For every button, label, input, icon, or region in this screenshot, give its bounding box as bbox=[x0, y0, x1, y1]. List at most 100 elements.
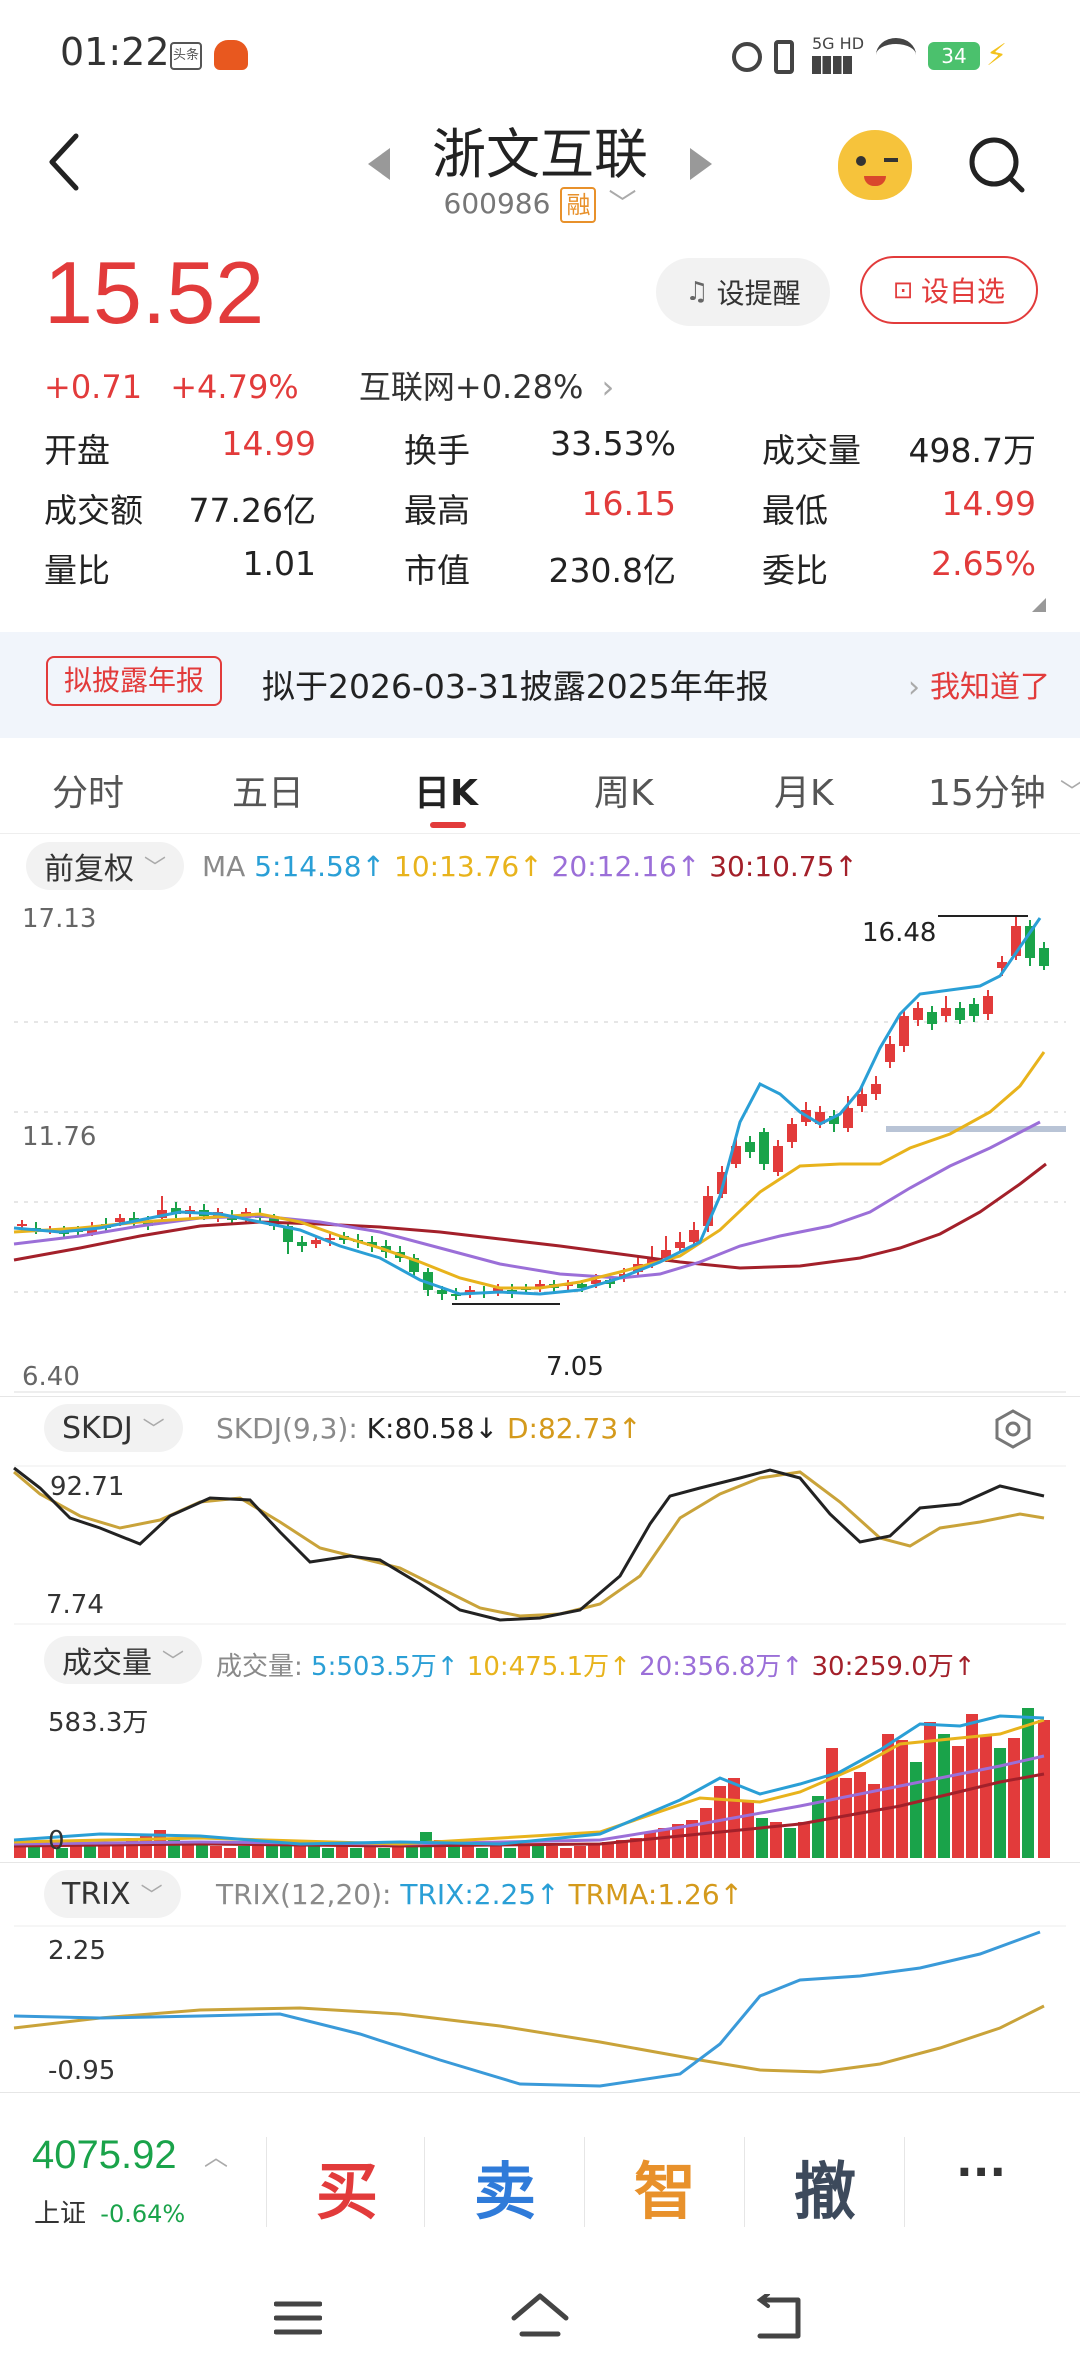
vibrate-icon bbox=[774, 40, 794, 74]
candle-body bbox=[577, 1284, 587, 1288]
tab-monthly-k[interactable]: 月K bbox=[774, 773, 834, 814]
tab-five-day[interactable]: 五日 bbox=[232, 773, 305, 814]
add-watchlist-button[interactable]: ⊡ 设自选 bbox=[860, 256, 1038, 324]
candle-body bbox=[983, 996, 993, 1014]
buy-button[interactable]: 买 bbox=[316, 2155, 379, 2228]
candle-body bbox=[689, 1230, 699, 1242]
back-icon[interactable] bbox=[44, 130, 84, 194]
volume-bar bbox=[518, 1846, 530, 1858]
volume-bar bbox=[448, 1844, 460, 1858]
kline-y-top: 17.13 bbox=[22, 904, 97, 934]
candle-body bbox=[409, 1258, 419, 1272]
candle-body bbox=[1025, 926, 1035, 958]
change-row: +0.71 +4.79% 互联网+0.28% › bbox=[44, 362, 614, 408]
search-icon[interactable] bbox=[966, 134, 1028, 196]
next-stock-icon[interactable] bbox=[686, 146, 714, 182]
field-value: 230.8亿 bbox=[548, 551, 676, 590]
chevron-right-icon: › bbox=[908, 670, 920, 705]
volume-bar bbox=[266, 1844, 278, 1858]
trix-y-bottom: -0.95 bbox=[48, 2056, 116, 2086]
field-value: 1.01 bbox=[242, 544, 316, 583]
index-name-row: 上证 -0.64% bbox=[34, 2193, 185, 2230]
sector-change[interactable]: 互联网+0.28% bbox=[358, 368, 584, 406]
candle-body bbox=[955, 1008, 965, 1020]
volume-bar bbox=[336, 1846, 348, 1858]
field-value: 498.7万 bbox=[908, 431, 1036, 470]
volume-bar bbox=[490, 1846, 502, 1858]
adjust-selector[interactable]: 前复权 ﹀ bbox=[26, 842, 185, 890]
ma5-line bbox=[13, 917, 1042, 1296]
candle-body bbox=[1011, 926, 1021, 956]
signal-icon bbox=[812, 56, 852, 74]
panel-divider bbox=[0, 1862, 1080, 1863]
volume-bar bbox=[196, 1844, 208, 1858]
candle-body bbox=[283, 1226, 293, 1242]
index-change: -0.64% bbox=[100, 2200, 186, 2228]
notice-text: 拟于2026-03-31披露2025年年报 bbox=[262, 667, 769, 706]
smart-button[interactable]: 智 bbox=[634, 2155, 697, 2228]
field-value: 14.99 bbox=[941, 484, 1036, 523]
volume-bar bbox=[630, 1838, 642, 1858]
trix-legend: TRIX(12,20): TRIX:2.25↑ TRMA:1.26↑ bbox=[216, 1878, 743, 1911]
ma20-line bbox=[13, 1120, 1041, 1280]
skdj-selector[interactable]: SKDJ ﹀ bbox=[44, 1404, 183, 1452]
mascot-icon[interactable] bbox=[838, 130, 912, 200]
volume-y-bottom: 0 bbox=[48, 1826, 65, 1856]
notice-dismiss-button[interactable]: › 我知道了 bbox=[908, 662, 1050, 706]
field-value: 77.26亿 bbox=[188, 491, 316, 530]
volume-selector-label: 成交量 bbox=[62, 1646, 152, 1681]
status-bar: 01:22 头条 5G HD 34 ⚡ bbox=[0, 0, 1080, 110]
cancel-order-button[interactable]: 撤 bbox=[794, 2155, 857, 2228]
trix-value: TRIX:2.25↑ bbox=[400, 1878, 560, 1911]
volume-bar bbox=[588, 1844, 600, 1858]
menu-icon[interactable] bbox=[274, 2298, 322, 2338]
skdj-y-top: 92.71 bbox=[50, 1472, 125, 1502]
expand-corner-icon[interactable] bbox=[1032, 598, 1046, 612]
set-alert-button[interactable]: ♫ 设提醒 bbox=[656, 258, 830, 326]
kline-chart[interactable] bbox=[0, 896, 1080, 1396]
volume-bar bbox=[210, 1846, 222, 1858]
trix-line bbox=[13, 1930, 1041, 2088]
alarm-icon bbox=[732, 42, 762, 72]
trix-selector[interactable]: TRIX ﹀ bbox=[44, 1870, 181, 1918]
volume-chart[interactable] bbox=[0, 1694, 1080, 1860]
volume-bar bbox=[476, 1848, 488, 1858]
candle-body bbox=[899, 1016, 909, 1046]
skdj-chart[interactable] bbox=[0, 1458, 1080, 1628]
candle-body bbox=[703, 1196, 713, 1226]
index-value[interactable]: 4075.92 bbox=[32, 2133, 177, 2177]
field-label: 换手 bbox=[404, 431, 470, 470]
candle-body bbox=[675, 1242, 685, 1248]
trix-chart[interactable] bbox=[0, 1924, 1080, 2090]
volume-bar bbox=[532, 1844, 544, 1858]
field-label: 委比 bbox=[762, 551, 828, 590]
index-name: 上证 bbox=[34, 2199, 87, 2229]
volume-bar bbox=[644, 1832, 656, 1858]
chevron-down-icon: ﹀ bbox=[1060, 772, 1080, 807]
network-label: 5G HD bbox=[812, 34, 865, 53]
volume-bar bbox=[686, 1820, 698, 1858]
bell-icon: ♫ bbox=[685, 277, 709, 307]
sell-button[interactable]: 卖 bbox=[474, 2155, 537, 2228]
candle-body bbox=[731, 1146, 741, 1164]
kline-y-bottom: 6.40 bbox=[22, 1362, 80, 1392]
back-nav-icon[interactable] bbox=[752, 2294, 804, 2342]
home-icon[interactable] bbox=[510, 2292, 570, 2342]
chevron-right-icon: › bbox=[601, 368, 615, 406]
tab-weekly-k[interactable]: 周K bbox=[594, 773, 654, 814]
volume-bar bbox=[924, 1722, 936, 1858]
prev-stock-icon[interactable] bbox=[366, 146, 394, 182]
volume-bar bbox=[826, 1748, 838, 1858]
settings-hex-icon[interactable] bbox=[992, 1408, 1034, 1450]
volume-bar bbox=[182, 1842, 194, 1858]
tab-intraday[interactable]: 分时 bbox=[52, 773, 125, 814]
more-button[interactable]: ··· bbox=[956, 2147, 1007, 2198]
stock-code-row[interactable]: 600986 融 ﹀ bbox=[0, 182, 1080, 223]
notification-icon bbox=[214, 40, 248, 70]
volume-bar bbox=[378, 1848, 390, 1858]
tab-15min[interactable]: 15分钟 bbox=[928, 773, 1046, 814]
skdj-d-line bbox=[13, 1470, 1045, 1618]
volume-bar bbox=[462, 1846, 474, 1858]
tab-daily-k[interactable]: 日K bbox=[414, 773, 478, 814]
volume-selector[interactable]: 成交量 ﹀ bbox=[44, 1636, 203, 1684]
